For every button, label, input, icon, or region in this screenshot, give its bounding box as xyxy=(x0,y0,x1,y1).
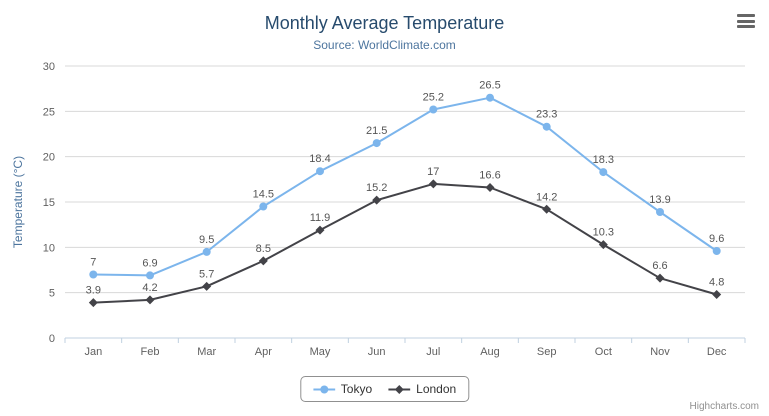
data-label: 9.6 xyxy=(709,233,724,245)
x-axis-tick-label: Feb xyxy=(141,346,160,358)
data-label: 13.9 xyxy=(649,194,670,206)
series-line-tokyo[interactable] xyxy=(93,96,718,277)
x-axis-tick-label: Jul xyxy=(426,346,440,358)
marker-tokyo[interactable] xyxy=(486,93,494,102)
data-label: 6.9 xyxy=(142,257,157,269)
marker-london[interactable] xyxy=(145,295,155,305)
data-label: 21.5 xyxy=(366,125,387,137)
y-axis-tick-label: 30 xyxy=(43,61,55,73)
marker-tokyo[interactable] xyxy=(372,139,381,148)
data-label: 4.8 xyxy=(709,277,724,289)
data-label: 23.3 xyxy=(536,109,557,121)
x-axis-tick-label: Apr xyxy=(255,346,272,358)
legend-marker-icon xyxy=(388,384,411,394)
y-axis-tick-label: 20 xyxy=(43,152,55,164)
series-line-london[interactable] xyxy=(93,182,717,304)
data-label: 26.5 xyxy=(479,80,500,92)
chart-title: Monthly Average Temperature xyxy=(264,13,505,33)
marker-london[interactable] xyxy=(485,182,495,192)
marker-london[interactable] xyxy=(542,204,552,214)
marker-tokyo[interactable] xyxy=(599,168,608,177)
x-axis-tick-label: Sep xyxy=(537,346,557,358)
x-axis-tick-label: Dec xyxy=(707,346,727,358)
legend-label: Tokyo xyxy=(340,382,373,396)
marker-tokyo[interactable] xyxy=(656,208,664,216)
legend-item-tokyo[interactable]: Tokyo xyxy=(312,382,373,396)
marker-london[interactable] xyxy=(428,179,438,189)
y-axis-tick-label: 5 xyxy=(49,288,55,300)
marker-tokyo[interactable] xyxy=(202,247,211,256)
data-label: 9.5 xyxy=(199,234,214,246)
marker-london[interactable] xyxy=(598,240,608,250)
data-label: 3.9 xyxy=(86,285,101,297)
data-label: 6.6 xyxy=(652,260,667,272)
legend-item-london[interactable]: London xyxy=(388,382,456,396)
x-axis-tick-label: Nov xyxy=(650,346,670,358)
marker-tokyo[interactable] xyxy=(259,202,268,211)
legend-label: London xyxy=(416,382,457,396)
marker-tokyo[interactable] xyxy=(429,105,438,114)
y-axis-tick-label: 15 xyxy=(43,197,55,209)
marker-london[interactable] xyxy=(655,273,665,283)
legend-marker-icon xyxy=(312,385,335,393)
data-label: 5.7 xyxy=(199,268,214,280)
data-label: 14.5 xyxy=(253,189,274,201)
x-axis-tick-label: Jan xyxy=(84,346,102,358)
chart-subtitle: Source: WorldClimate.com xyxy=(313,38,456,52)
marker-london[interactable] xyxy=(88,298,98,308)
y-axis-title: Temperature (°C) xyxy=(11,156,25,248)
credits-link[interactable]: Highcharts.com xyxy=(689,401,759,412)
x-axis-tick-label: Aug xyxy=(480,346,500,358)
marker-tokyo[interactable] xyxy=(89,270,98,279)
data-label: 7 xyxy=(90,257,96,269)
y-axis-tick-label: 10 xyxy=(43,242,55,254)
marker-tokyo[interactable] xyxy=(316,167,324,176)
legend: Tokyo London xyxy=(299,376,470,402)
x-axis-tick-label: Oct xyxy=(595,346,612,358)
marker-london[interactable] xyxy=(712,289,722,299)
data-label: 18.3 xyxy=(593,154,614,166)
hamburger-line xyxy=(737,25,755,28)
marker-london[interactable] xyxy=(258,256,268,266)
x-axis-tick-label: Mar xyxy=(197,346,216,358)
marker-london[interactable] xyxy=(315,225,325,235)
marker-tokyo[interactable] xyxy=(542,122,551,131)
data-label: 10.3 xyxy=(593,227,614,239)
hamburger-line xyxy=(737,14,755,17)
x-axis-tick-label: May xyxy=(310,346,331,358)
marker-tokyo[interactable] xyxy=(146,271,154,280)
data-label: 25.2 xyxy=(423,92,444,104)
marker-tokyo[interactable] xyxy=(712,247,721,255)
data-label: 18.4 xyxy=(309,153,330,165)
data-label: 4.2 xyxy=(142,282,157,294)
x-axis-tick-label: Jun xyxy=(368,346,386,358)
marker-london[interactable] xyxy=(202,281,212,291)
hamburger-menu-icon[interactable] xyxy=(735,12,757,30)
data-label: 17 xyxy=(427,166,439,178)
data-label: 15.2 xyxy=(366,182,387,194)
marker-london[interactable] xyxy=(372,195,382,205)
data-label: 11.9 xyxy=(310,212,331,224)
data-label: 16.6 xyxy=(479,170,500,182)
data-label: 14.2 xyxy=(536,191,557,203)
hamburger-line xyxy=(737,19,755,23)
y-axis-tick-label: 0 xyxy=(49,333,55,345)
y-axis-tick-label: 25 xyxy=(43,106,55,118)
data-label: 8.5 xyxy=(256,243,271,255)
